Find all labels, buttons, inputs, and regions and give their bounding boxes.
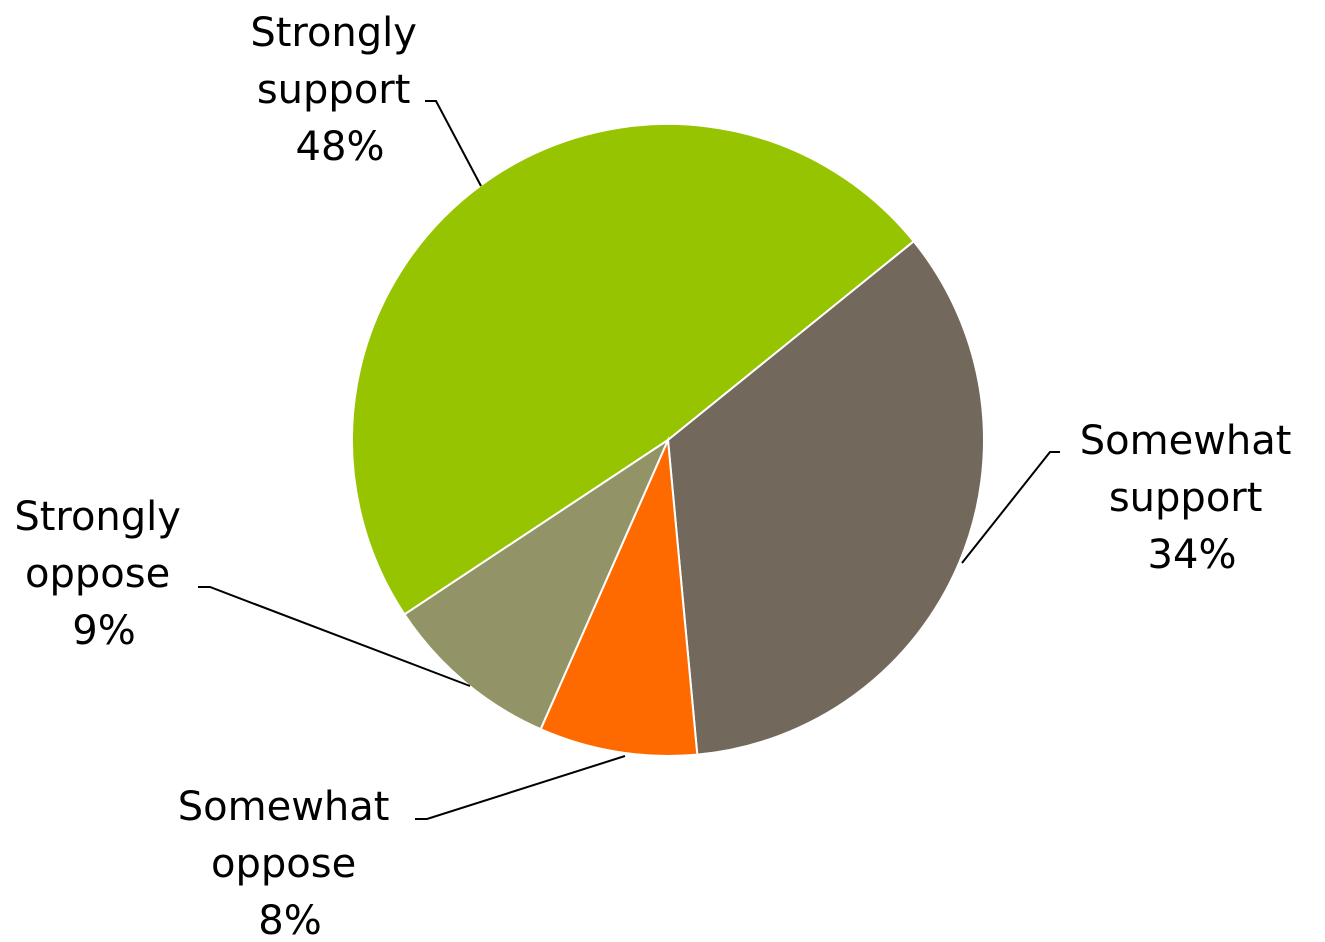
- leader-strongly-support: [425, 100, 482, 187]
- label-strongly-support: Strongly support 48%: [250, 10, 429, 170]
- pie-slices: [351, 122, 985, 758]
- slice-somewhat-support: [666, 239, 985, 756]
- label-somewhat-oppose: Somewhat oppose 8%: [178, 784, 402, 942]
- label-somewhat-support: Somewhat support 34%: [1080, 418, 1304, 578]
- leader-strongly-oppose: [198, 586, 471, 687]
- slice-somewhat-oppose: [539, 436, 699, 758]
- leader-lines: [198, 100, 1060, 820]
- leader-somewhat-support: [961, 451, 1060, 564]
- label-strongly-oppose: Strongly oppose 9%: [14, 494, 193, 654]
- leader-somewhat-oppose: [415, 755, 626, 820]
- slice-strongly-oppose: [403, 437, 671, 731]
